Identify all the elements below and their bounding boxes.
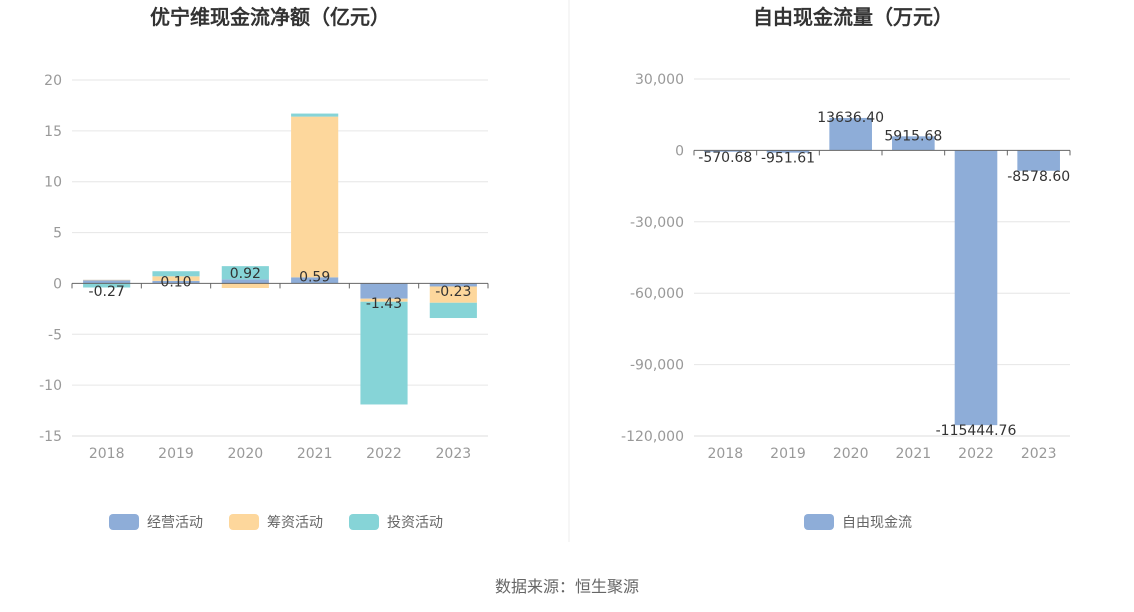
y-tick-label: 0 xyxy=(53,276,62,292)
bar-经营活动-2023 xyxy=(429,283,477,287)
bar-投资活动-2023 xyxy=(429,302,477,319)
legend-swatch xyxy=(349,514,379,530)
y-tick-label: -120,000 xyxy=(621,429,684,445)
y-tick-label: 30,000 xyxy=(635,72,684,88)
bar-投资活动-2022 xyxy=(360,301,408,405)
x-tick-label: 2018 xyxy=(708,446,744,462)
chart-title: 自由现金流量（万元） xyxy=(753,5,953,29)
x-tick-label: 2020 xyxy=(833,446,869,462)
y-tick-label: -10 xyxy=(39,378,62,394)
bar-筹资活动-2021 xyxy=(291,116,339,278)
source-note: 数据来源：恒生聚源 xyxy=(495,577,639,596)
data-label: -1.43 xyxy=(366,296,402,312)
bar-经营活动-2022 xyxy=(360,283,408,299)
x-tick-label: 2023 xyxy=(1021,446,1057,462)
bar-经营活动-2019 xyxy=(152,280,200,284)
data-label: -8578.60 xyxy=(1007,169,1070,185)
x-tick-label: 2023 xyxy=(436,446,472,462)
bar-筹资活动-2019 xyxy=(152,276,200,281)
legend-swatch xyxy=(804,514,834,530)
bar-筹资活动-2022 xyxy=(360,298,408,302)
data-label: 13636.40 xyxy=(817,110,884,126)
legend-swatch xyxy=(109,514,139,530)
y-tick-label: 20 xyxy=(44,73,62,89)
bar-筹资活动-2020 xyxy=(221,283,269,289)
data-label: 0.92 xyxy=(230,266,261,282)
y-tick-label: -15 xyxy=(39,429,62,445)
y-tick-label: 5 xyxy=(53,226,62,242)
legend-label: 经营活动 xyxy=(147,515,203,531)
x-tick-label: 2020 xyxy=(228,446,264,462)
cashflow-net-chart: 优宁维现金流净额（亿元） 20 15 10 5 0 -5 -10 -15 2018 2019 202… xyxy=(39,5,489,531)
x-tick-label: 2019 xyxy=(770,446,806,462)
bar-筹资活动-2023 xyxy=(429,286,477,303)
y-tick-label: 0 xyxy=(675,143,684,159)
bar-经营活动-2021 xyxy=(291,277,339,284)
y-tick-label: 10 xyxy=(44,175,62,191)
chart-title: 优宁维现金流净额（亿元） xyxy=(150,5,390,29)
bar-经营活动-2018 xyxy=(83,279,131,284)
legend-swatch xyxy=(229,514,259,530)
bar-自由现金流-2019 xyxy=(766,150,810,153)
bar-自由现金流-2020 xyxy=(829,117,872,151)
bar-自由现金流-2021 xyxy=(892,136,935,151)
bar-投资活动-2021 xyxy=(291,113,339,117)
data-label: -0.27 xyxy=(89,284,125,300)
legend-label: 投资活动 xyxy=(387,515,443,531)
x-tick-label: 2022 xyxy=(366,446,402,462)
x-tick-label: 2021 xyxy=(896,446,932,462)
bar-自由现金流-2022 xyxy=(954,150,998,426)
y-tick-label: -90,000 xyxy=(630,358,684,374)
y-tick-label: -30,000 xyxy=(630,215,684,231)
y-tick-label: -5 xyxy=(48,327,62,343)
bar-投资活动-2018 xyxy=(83,283,131,288)
bar-经营活动-2020 xyxy=(221,279,269,284)
data-label: -115444.76 xyxy=(936,423,1017,439)
y-tick-label: 15 xyxy=(44,124,62,140)
data-label: 0.59 xyxy=(299,269,330,285)
x-tick-label: 2021 xyxy=(297,446,333,462)
data-label: 5915.68 xyxy=(884,128,942,144)
bar-筹资活动-2018 xyxy=(83,279,131,281)
free-cashflow-chart: 自由现金流量（万元） 30,000 0 -30,000 -60,000 -90,000 -… xyxy=(621,5,1071,531)
x-tick-label: 2019 xyxy=(158,446,194,462)
data-label: -951.61 xyxy=(761,151,815,167)
x-tick-label: 2022 xyxy=(958,446,994,462)
data-label: -570.68 xyxy=(698,150,752,166)
bar-投资活动-2020 xyxy=(221,266,269,280)
data-label: -0.23 xyxy=(435,284,471,300)
legend-label: 自由现金流 xyxy=(842,515,912,531)
y-tick-label: -60,000 xyxy=(630,286,684,302)
data-label: 0.10 xyxy=(160,274,191,290)
bar-自由现金流-2018 xyxy=(704,150,747,152)
x-tick-label: 2018 xyxy=(89,446,125,462)
legend-label: 筹资活动 xyxy=(267,514,323,531)
bar-投资活动-2019 xyxy=(152,271,200,277)
bar-自由现金流-2023 xyxy=(1017,150,1060,171)
